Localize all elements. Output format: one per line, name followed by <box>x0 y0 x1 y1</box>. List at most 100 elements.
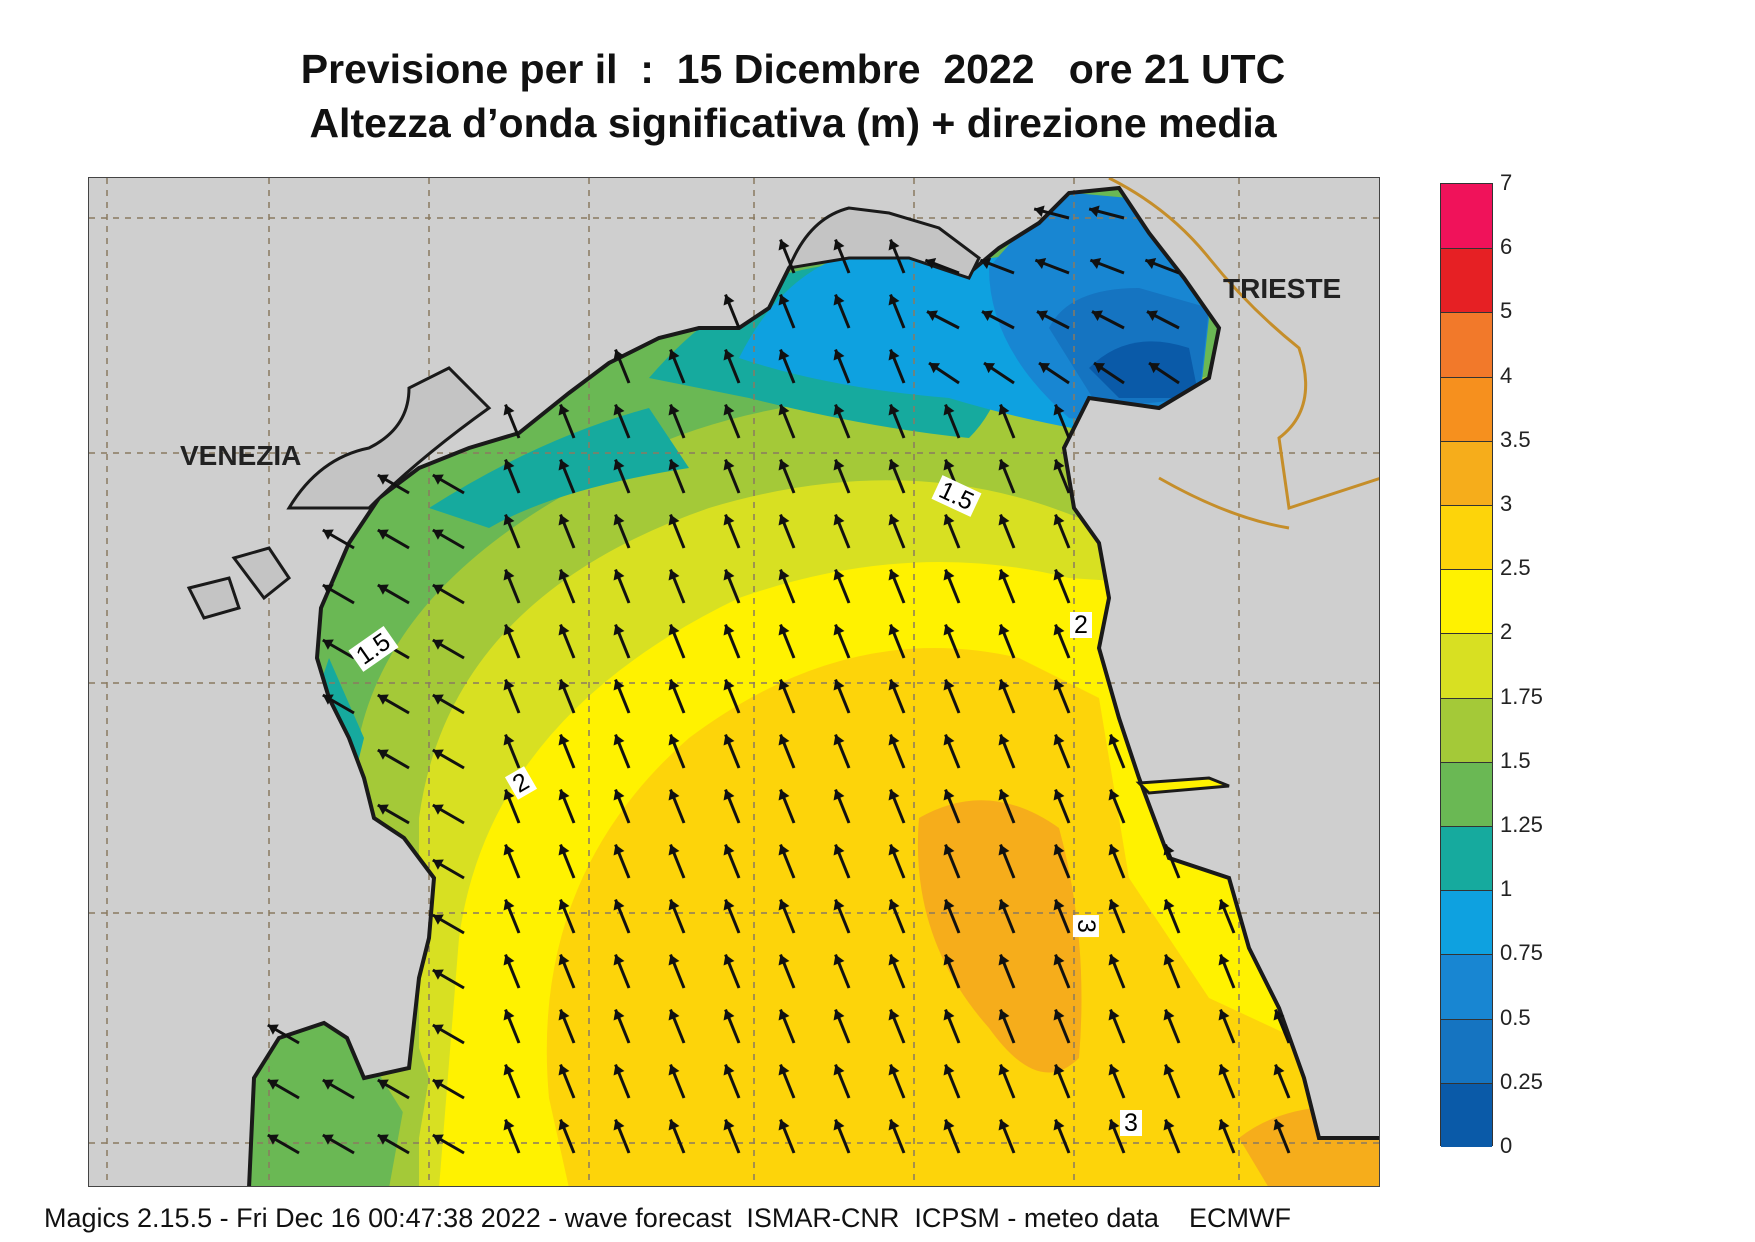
direction-arrow-head <box>1053 404 1065 416</box>
direction-arrow-head <box>778 459 790 471</box>
direction-arrow-head <box>668 844 680 856</box>
direction-arrow-head <box>888 1009 900 1021</box>
direction-arrow-head <box>668 1064 680 1076</box>
direction-arrow-head <box>723 294 735 306</box>
direction-arrow-head <box>503 514 515 526</box>
direction-arrow-head <box>1163 954 1175 966</box>
direction-arrow-head <box>723 789 735 801</box>
direction-arrow-head <box>432 914 444 925</box>
colorbar <box>1440 183 1493 1147</box>
direction-arrow-head <box>668 349 680 361</box>
colorbar-tick-label: 3 <box>1500 491 1513 516</box>
direction-arrow-head <box>1273 1119 1285 1131</box>
direction-arrow-head <box>613 349 625 361</box>
direction-arrow-head <box>888 1119 900 1131</box>
direction-arrow-head <box>929 363 941 374</box>
direction-arrow-head <box>1094 363 1106 374</box>
venice-lagoon <box>286 366 492 510</box>
direction-arrow-head <box>888 404 900 416</box>
direction-arrow-head <box>833 899 845 911</box>
direction-arrow-head <box>998 789 1010 801</box>
colorbar-tick-label: 0.75 <box>1500 940 1543 966</box>
map-title: Previsione per il : 15 Dicembre 2022 ore… <box>300 46 1286 92</box>
direction-arrow-head <box>613 1064 625 1076</box>
direction-arrow-head <box>998 514 1010 526</box>
direction-arrow-head <box>1218 954 1230 966</box>
colorbar-segment <box>1441 184 1492 249</box>
direction-arrow-head <box>503 899 515 911</box>
direction-arrow-head <box>833 294 845 306</box>
direction-arrow-head <box>778 569 790 581</box>
direction-arrow-head <box>833 239 845 251</box>
direction-arrow-head <box>668 734 680 746</box>
direction-arrow-head <box>943 1119 955 1131</box>
direction-arrow-head <box>613 734 625 746</box>
colorbar-tick-label: 2 <box>1500 619 1513 645</box>
direction-arrow-head <box>267 1134 279 1145</box>
direction-arrow-head <box>1218 1009 1230 1021</box>
footer-credits: Magics 2.15.5 - Fri Dec 16 00:47:38 2022… <box>44 1203 1291 1233</box>
contour-label: 3 <box>1072 915 1100 937</box>
direction-arrow-head <box>432 1134 444 1145</box>
direction-arrow-head <box>558 514 570 526</box>
direction-arrow-head <box>1034 205 1045 217</box>
direction-arrow-head <box>723 349 735 361</box>
direction-arrow-head <box>432 639 444 650</box>
direction-arrow-head <box>503 1064 515 1076</box>
direction-arrow-head <box>723 679 735 691</box>
direction-arrow-head <box>778 1064 790 1076</box>
direction-arrow-head <box>613 569 625 581</box>
direction-arrow-head <box>888 514 900 526</box>
direction-arrow-head <box>432 749 444 760</box>
direction-arrow-head <box>998 1119 1010 1131</box>
direction-arrow-head <box>1163 1064 1175 1076</box>
direction-arrow-head <box>432 474 444 485</box>
direction-arrow-head <box>503 1119 515 1131</box>
direction-arrow-head <box>998 679 1010 691</box>
direction-arrow-head <box>833 459 845 471</box>
direction-arrow-head <box>503 954 515 966</box>
direction-arrow-head <box>723 1119 735 1131</box>
direction-arrow-head <box>503 789 515 801</box>
direction-arrow-head <box>1163 1009 1175 1021</box>
direction-arrow-head <box>503 844 515 856</box>
wave-height-map[interactable] <box>88 177 1380 1187</box>
colorbar-tick-label: 0 <box>1500 1133 1513 1158</box>
colorbar-segment <box>1441 890 1492 955</box>
direction-arrow-head <box>668 899 680 911</box>
direction-arrow-head <box>888 679 900 691</box>
direction-arrow-head <box>613 844 625 856</box>
direction-arrow-head <box>998 459 1010 471</box>
direction-arrow-head <box>558 679 570 691</box>
direction-arrow-head <box>668 404 680 416</box>
direction-arrow-head <box>1149 363 1161 374</box>
direction-arrow-head <box>888 734 900 746</box>
colorbar-tick-label: 7 <box>1500 170 1513 195</box>
colorbar-segment <box>1441 697 1492 762</box>
direction-arrow-head <box>1037 310 1048 321</box>
colorbar-segment <box>1441 569 1492 634</box>
direction-arrow-head <box>1273 1009 1285 1021</box>
colorbar-tick-label: 2.5 <box>1500 555 1531 581</box>
direction-arrow-head <box>613 789 625 801</box>
direction-arrow-head <box>322 694 334 705</box>
direction-arrow-head <box>888 349 900 361</box>
direction-arrow-head <box>1163 1119 1175 1131</box>
colorbar-segment <box>1441 248 1492 313</box>
colorbar-tick-label: 6 <box>1500 234 1513 260</box>
contour-label: 2 <box>1070 612 1092 638</box>
direction-arrow-head <box>432 804 444 815</box>
direction-arrow-head <box>1108 899 1120 911</box>
direction-arrow-head <box>668 459 680 471</box>
direction-arrow-head <box>558 899 570 911</box>
graticule <box>89 178 1379 1186</box>
lagoon-islands <box>186 546 292 620</box>
colorbar-tick-label: 1 <box>1500 876 1513 902</box>
direction-arrow-head <box>778 349 790 361</box>
direction-arrow-head <box>980 257 992 269</box>
direction-arrow-head <box>432 584 444 595</box>
direction-arrow-head <box>1108 954 1120 966</box>
direction-arrow-head <box>503 569 515 581</box>
direction-arrow-head <box>833 569 845 581</box>
direction-arrow-head <box>1053 1009 1065 1021</box>
